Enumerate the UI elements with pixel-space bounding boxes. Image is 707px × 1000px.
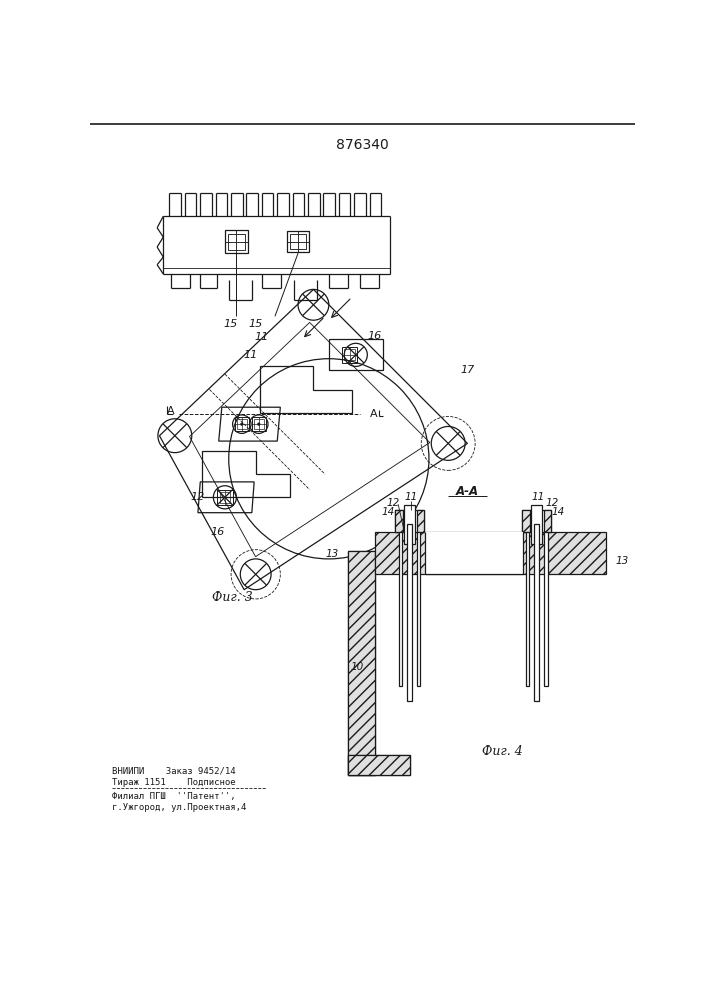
Text: 17: 17 bbox=[460, 365, 474, 375]
Bar bbox=[344, 349, 355, 360]
Circle shape bbox=[240, 423, 243, 426]
Text: Филиал ПГШ  ''Патент'',: Филиал ПГШ ''Патент'', bbox=[112, 792, 235, 801]
Text: А: А bbox=[370, 409, 378, 419]
Bar bbox=[425, 532, 523, 574]
Text: 12: 12 bbox=[191, 492, 205, 502]
Bar bbox=[404, 505, 415, 544]
Bar bbox=[417, 532, 421, 686]
Text: А: А bbox=[167, 406, 175, 416]
Text: 11: 11 bbox=[404, 492, 418, 502]
Bar bbox=[544, 510, 551, 532]
Bar bbox=[348, 755, 409, 774]
Bar bbox=[348, 551, 375, 774]
Bar bbox=[237, 419, 247, 429]
Text: 12: 12 bbox=[386, 498, 399, 508]
Bar bbox=[291, 234, 305, 249]
Text: г.Ужгород, ул.Проектная,4: г.Ужгород, ул.Проектная,4 bbox=[112, 803, 246, 812]
Bar bbox=[342, 347, 357, 363]
Bar bbox=[407, 524, 412, 701]
Bar bbox=[348, 551, 375, 774]
Bar bbox=[522, 510, 530, 532]
Text: 11: 11 bbox=[532, 492, 545, 502]
Bar bbox=[287, 231, 309, 252]
Bar bbox=[217, 490, 233, 505]
Text: 14: 14 bbox=[382, 507, 395, 517]
Text: 13: 13 bbox=[326, 549, 339, 559]
Bar bbox=[225, 230, 248, 253]
Bar bbox=[544, 532, 547, 686]
Bar bbox=[416, 510, 424, 532]
Bar bbox=[534, 524, 539, 701]
Text: 13: 13 bbox=[615, 556, 629, 566]
Text: Тираж 1151    Подписное: Тираж 1151 Подписное bbox=[112, 778, 235, 787]
Bar bbox=[348, 755, 409, 774]
Bar bbox=[526, 532, 529, 686]
Text: 11: 11 bbox=[243, 350, 257, 360]
Text: Фиг. 4: Фиг. 4 bbox=[481, 745, 522, 758]
Bar bbox=[522, 510, 551, 532]
Bar bbox=[375, 532, 606, 574]
Text: 16: 16 bbox=[210, 527, 224, 537]
Bar bbox=[395, 510, 424, 532]
Bar bbox=[219, 492, 230, 503]
Bar bbox=[254, 419, 264, 429]
Bar bbox=[532, 505, 542, 544]
Text: ВНИИПИ    Заказ 9452/14: ВНИИПИ Заказ 9452/14 bbox=[112, 766, 235, 775]
Text: 11: 11 bbox=[254, 332, 268, 342]
Bar bbox=[228, 234, 245, 250]
Text: А-А: А-А bbox=[456, 485, 479, 498]
Bar bbox=[252, 417, 266, 431]
Text: 14: 14 bbox=[551, 507, 565, 517]
Bar bbox=[395, 510, 403, 532]
Text: 10: 10 bbox=[350, 662, 363, 672]
Text: 15: 15 bbox=[249, 319, 263, 329]
Text: 876340: 876340 bbox=[336, 138, 388, 152]
Bar bbox=[235, 417, 249, 431]
Text: 16: 16 bbox=[368, 331, 382, 341]
Text: Фиг. 3: Фиг. 3 bbox=[212, 591, 253, 604]
Bar bbox=[399, 532, 402, 686]
Text: 12: 12 bbox=[546, 498, 559, 508]
Text: 15: 15 bbox=[224, 319, 238, 329]
Circle shape bbox=[257, 423, 260, 426]
